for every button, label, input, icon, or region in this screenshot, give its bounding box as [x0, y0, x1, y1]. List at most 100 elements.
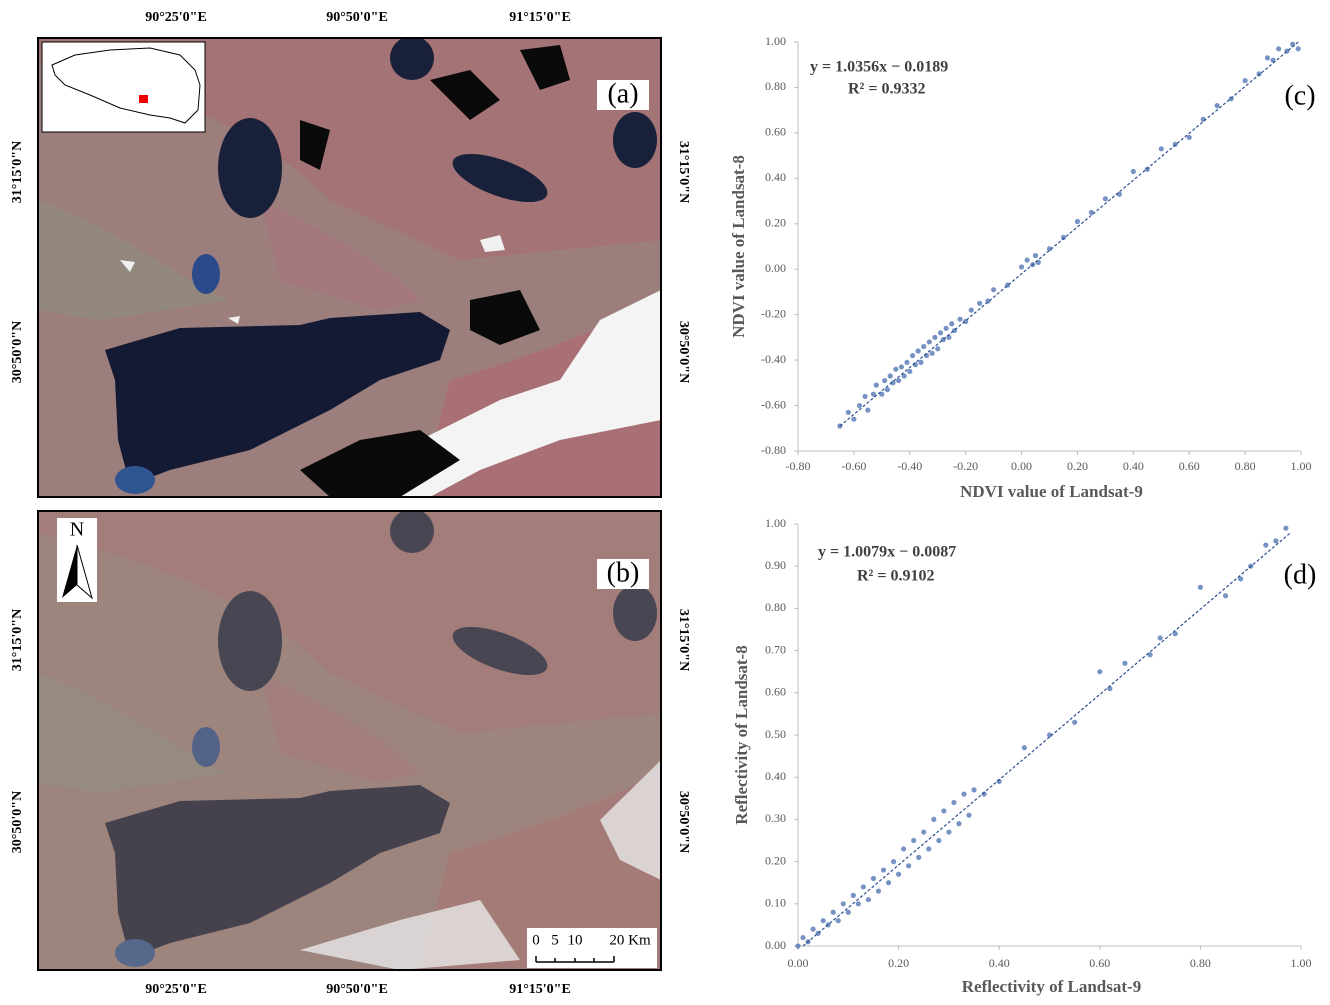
point — [911, 838, 916, 843]
longitude-label: 90°25'0"E — [145, 982, 207, 997]
point — [1223, 593, 1228, 598]
x-tick-label: 1.00 — [1291, 459, 1312, 473]
point — [857, 403, 862, 408]
point — [1103, 196, 1108, 201]
figure: (a) (b) N 0 5 10 20 Km 90°25'0"E 90°50'0… — [0, 0, 1330, 1000]
point — [881, 867, 886, 872]
point — [961, 791, 966, 796]
point — [876, 889, 881, 894]
point — [910, 353, 915, 358]
point — [810, 927, 815, 932]
point — [930, 351, 935, 356]
study-area — [139, 95, 148, 103]
point — [921, 344, 926, 349]
point — [1117, 192, 1122, 197]
point — [991, 287, 996, 292]
latitude-label: 31°15'0"N — [10, 141, 25, 203]
point — [1283, 526, 1288, 531]
point — [885, 387, 890, 392]
y-tick-label: 1.00 — [765, 516, 786, 530]
point — [935, 346, 940, 351]
x-tick-label: 0.40 — [1123, 459, 1144, 473]
point — [926, 846, 931, 851]
point — [901, 846, 906, 851]
point — [1033, 253, 1038, 258]
equation: y = 1.0356x − 0.0189 — [810, 59, 948, 76]
scale-label: 20 Km — [609, 932, 651, 948]
x-tick-label: -0.20 — [953, 459, 978, 473]
point — [871, 876, 876, 881]
point — [1019, 264, 1024, 269]
x-tick-label: 0.80 — [1190, 956, 1211, 970]
point — [957, 317, 962, 322]
point — [846, 910, 851, 915]
point — [1296, 46, 1301, 51]
point — [916, 348, 921, 353]
x-tick-label: 0.20 — [888, 956, 909, 970]
latitude-label: 30°50'0"N — [10, 791, 25, 853]
y-tick-label: -0.40 — [761, 352, 786, 366]
latitude-label: 30°50'0"N — [676, 791, 691, 853]
point — [1256, 71, 1261, 76]
panel-label: (b) — [607, 557, 640, 588]
point — [841, 901, 846, 906]
point — [861, 884, 866, 889]
point — [956, 821, 961, 826]
point — [821, 918, 826, 923]
y-tick-label: 0.00 — [765, 261, 786, 275]
point — [916, 855, 921, 860]
longitude-label: 91°15'0"E — [509, 10, 571, 25]
r-squared: R² = 0.9332 — [848, 81, 925, 98]
y-tick-label: 0.10 — [765, 896, 786, 910]
point — [944, 326, 949, 331]
panel-label: (c) — [1284, 80, 1315, 111]
point — [1198, 585, 1203, 590]
point — [1273, 538, 1278, 543]
point — [938, 330, 943, 335]
point — [800, 935, 805, 940]
x-tick-label: -0.60 — [841, 459, 866, 473]
point — [1122, 661, 1127, 666]
x-tick-label: 0.40 — [989, 956, 1010, 970]
point — [1097, 669, 1102, 674]
latitude-label: 30°50'0"N — [676, 321, 691, 383]
longitude-label: 90°50'0"E — [326, 10, 388, 25]
point — [865, 408, 870, 413]
point — [836, 918, 841, 923]
point — [846, 410, 851, 415]
panel-label: (d) — [1284, 559, 1317, 590]
point — [907, 369, 912, 374]
x-tick-label: 0.80 — [1235, 459, 1256, 473]
x-axis-title: NDVI value of Landsat-9 — [960, 482, 1143, 501]
longitude-label: 90°25'0"E — [145, 10, 207, 25]
point — [951, 800, 956, 805]
point — [977, 301, 982, 306]
point — [971, 787, 976, 792]
y-tick-label: 0.30 — [765, 811, 786, 825]
y-tick-label: 0.20 — [765, 216, 786, 230]
y-tick-label: 0.60 — [765, 125, 786, 139]
y-tick-label: -0.80 — [761, 443, 786, 457]
y-axis-title: Reflectivity of Landsat-8 — [732, 645, 751, 824]
point — [906, 863, 911, 868]
x-tick-label: 1.00 — [1291, 956, 1312, 970]
point — [866, 897, 871, 902]
x-axis-title: Reflectivity of Landsat-9 — [962, 977, 1141, 996]
point — [856, 901, 861, 906]
point — [932, 335, 937, 340]
point — [896, 378, 901, 383]
latitude-label: 31°15'0"N — [10, 609, 25, 671]
point — [862, 394, 867, 399]
y-axis-title: NDVI value of Landsat-8 — [729, 155, 748, 338]
point — [1215, 103, 1220, 108]
point — [966, 813, 971, 818]
point — [927, 339, 932, 344]
point — [936, 838, 941, 843]
point — [1072, 720, 1077, 725]
point — [1265, 55, 1270, 60]
latitude-label: 31°15'0"N — [676, 609, 691, 671]
north-label: N — [70, 519, 84, 541]
point — [851, 893, 856, 898]
point — [1025, 258, 1030, 263]
point — [1145, 167, 1150, 172]
